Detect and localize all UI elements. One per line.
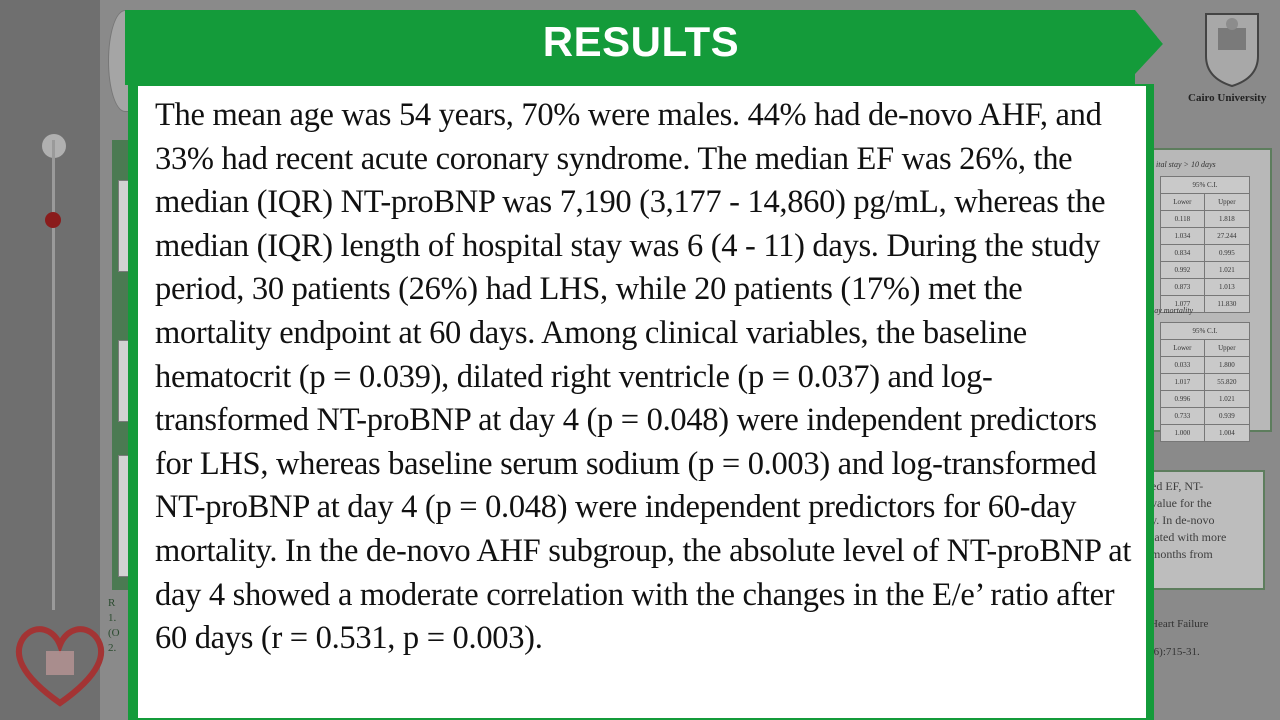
table-cell: 0.834 <box>1160 244 1205 262</box>
reference-line: (O <box>108 627 120 639</box>
poster-ci-table-2: 95% C.I. Lower Upper 0.033 1.800 1.017 55.8… <box>1160 322 1251 442</box>
column-header: Upper <box>1203 193 1251 211</box>
table2-caption: lay mortality <box>1152 306 1194 315</box>
reference-line: 1. <box>108 612 117 624</box>
results-text-frame: The mean age was 54 years, 70% were male… <box>128 84 1154 720</box>
table-cell: 1.021 <box>1203 390 1251 408</box>
poster-references-left: R 1. (O 2. <box>108 596 120 656</box>
table-cell: 1.000 <box>1160 424 1205 442</box>
reference-line: Heart Failure <box>1150 618 1209 630</box>
note-line: iated with more <box>1151 530 1227 544</box>
reference-line: (6):715-31. <box>1150 646 1200 658</box>
table-cell: 27.244 <box>1203 227 1251 245</box>
table-cell: 0.733 <box>1160 407 1205 425</box>
results-paragraph: The mean age was 54 years, 70% were male… <box>155 97 1132 657</box>
table-header: 95% C.I. <box>1160 176 1250 194</box>
results-title: RESULTS <box>542 18 740 65</box>
table-cell: 0.873 <box>1160 278 1205 296</box>
table-cell: 0.033 <box>1160 356 1205 374</box>
table-cell: 1.800 <box>1203 356 1251 374</box>
table-header: 95% C.I. <box>1160 322 1250 340</box>
poster-references-right: Heart Failure (6):715-31. <box>1150 610 1208 666</box>
results-text-box: The mean age was 54 years, 70% were male… <box>138 86 1146 718</box>
table-cell: 0.996 <box>1160 390 1205 408</box>
table-cell: 1.013 <box>1203 278 1251 296</box>
note-line: months from <box>1151 547 1213 561</box>
reference-line: R <box>108 597 116 609</box>
table-cell: 0.939 <box>1203 407 1251 425</box>
cairo-university-logo <box>1205 13 1259 88</box>
table-cell: 1.004 <box>1203 424 1251 442</box>
column-header: Lower <box>1160 193 1205 211</box>
table-cell: 1.034 <box>1160 227 1205 245</box>
column-header: Upper <box>1203 339 1251 357</box>
banner-arrow-shape <box>1123 10 1163 85</box>
table-cell: 1.021 <box>1203 261 1251 279</box>
column-header: Lower <box>1160 339 1205 357</box>
table-cell: 0.118 <box>1160 210 1205 228</box>
table-cell: 0.995 <box>1203 244 1251 262</box>
note-line: ed EF, NT- <box>1151 479 1204 493</box>
table-cell: 1.077 <box>1160 295 1205 313</box>
poster-ci-table-1: 95% C.I. Lower Upper 0.118 1.818 1.034 27.2… <box>1160 176 1251 313</box>
poster-conclusion-fragment: ed EF, NT- value for the y. In de-novo i… <box>1145 470 1265 590</box>
note-line: y. In de-novo <box>1151 513 1215 527</box>
table-cell: 1.818 <box>1203 210 1251 228</box>
table-cell: 11.830 <box>1203 295 1251 313</box>
reference-line: 2. <box>108 642 117 654</box>
nav-rail <box>52 140 55 610</box>
table-cell: 55.820 <box>1203 373 1251 391</box>
heart-logo-icon <box>15 626 105 707</box>
university-label: Cairo University <box>1188 92 1267 104</box>
note-line: value for the <box>1151 496 1212 510</box>
table-cell: 0.992 <box>1160 261 1205 279</box>
table1-caption: ital stay > 10 days <box>1156 160 1216 169</box>
results-popup: RESULTS The mean age was 54 years, 70% w… <box>125 10 1163 720</box>
results-banner: RESULTS <box>125 10 1163 85</box>
table-cell: 1.017 <box>1160 373 1205 391</box>
nav-rail-position-marker[interactable] <box>45 212 61 228</box>
